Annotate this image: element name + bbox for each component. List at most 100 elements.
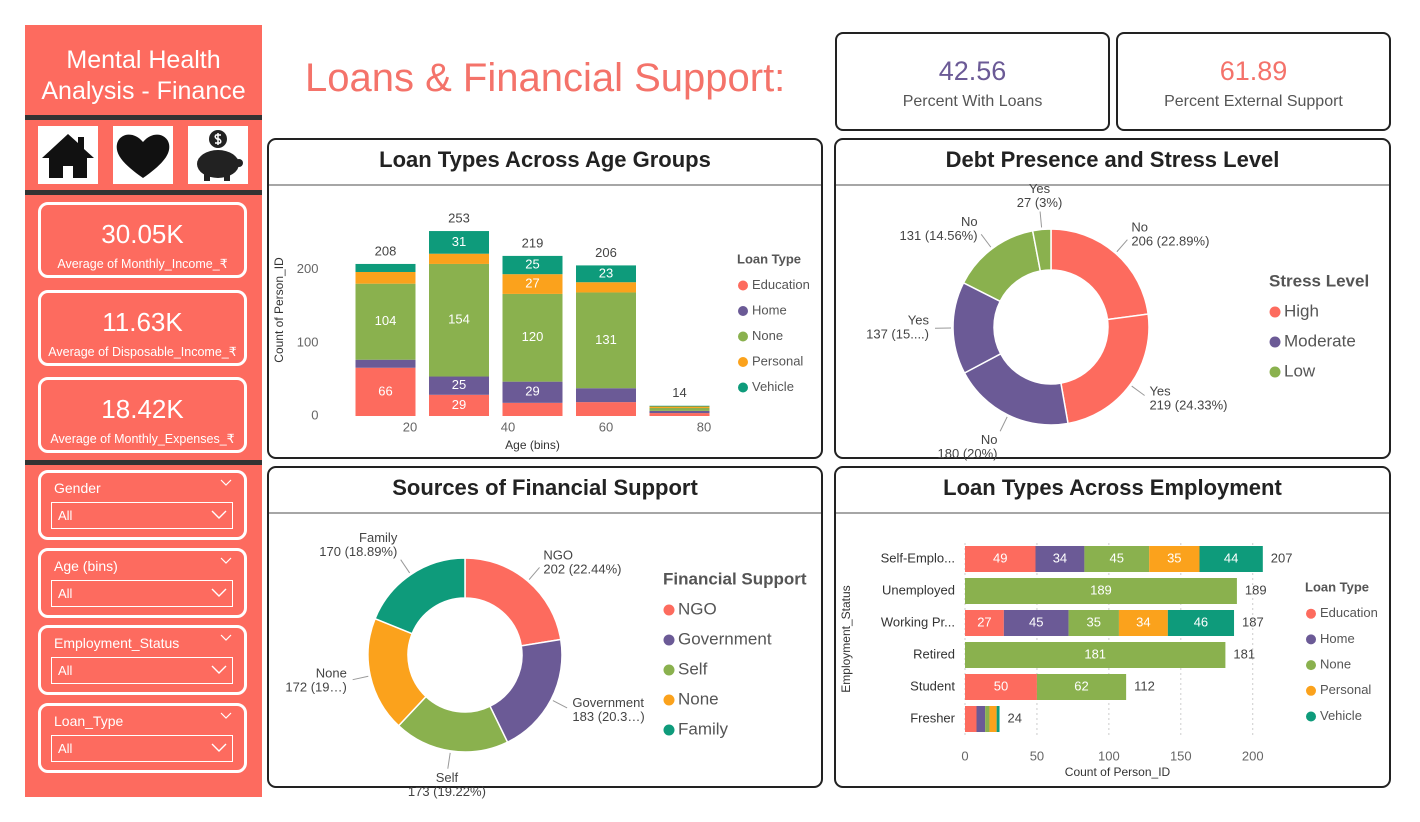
- leader-line: [552, 700, 568, 709]
- slice-label: 137 (15....): [866, 327, 929, 342]
- x-axis-title: Count of Person_ID: [1065, 765, 1171, 779]
- bar-segment: [1199, 546, 1263, 572]
- legend-swatch: [738, 280, 748, 291]
- dropdown[interactable]: All: [51, 657, 233, 684]
- legend-swatch: [663, 604, 675, 616]
- x-tick-label: 200: [1242, 748, 1264, 763]
- filter-label: Age (bins): [54, 558, 118, 574]
- dropdown[interactable]: All: [51, 502, 233, 529]
- page-title: Loans & Financial Support:: [305, 56, 786, 100]
- total-label: 253: [448, 210, 470, 225]
- legend-swatch: [1306, 634, 1316, 645]
- tile-label: Average of Monthly_Expenses_₹: [50, 432, 235, 446]
- bar-segment: [502, 293, 563, 382]
- bar-segment: [1167, 610, 1235, 636]
- heart-icon[interactable]: [113, 126, 173, 184]
- y-tick-label: Working Pr...: [881, 614, 955, 629]
- bar-segment: [649, 406, 710, 408]
- legend-label: Self: [678, 659, 708, 678]
- heart-glyph: [116, 134, 170, 178]
- donut-slice: [1031, 228, 1052, 272]
- bar-segment: [576, 388, 636, 403]
- separator: [25, 190, 262, 195]
- bar-segment: [649, 407, 710, 411]
- data-label: 131: [595, 332, 617, 347]
- home-icon[interactable]: [38, 126, 98, 184]
- dropdown-chevron: [211, 510, 227, 519]
- y-tick-label: Student: [910, 678, 955, 693]
- x-tick-label: 50: [1030, 748, 1044, 763]
- collapse-chevron[interactable]: [220, 712, 232, 720]
- sidebar-title: Mental Health Analysis - Finance: [41, 46, 246, 105]
- x-tick-label: 40: [501, 419, 515, 434]
- data-label: 46: [1194, 614, 1208, 629]
- slice-label: 173 (19.22%): [408, 784, 486, 799]
- tile-value: 30.05K: [101, 219, 184, 249]
- filter-label: Employment_Status: [54, 635, 180, 651]
- legend-title: Loan Type: [1305, 579, 1369, 594]
- leader-line: [1039, 211, 1043, 228]
- tile-label: Average of Disposable_Income_₹: [48, 345, 237, 359]
- bar-segment: [976, 706, 986, 732]
- piggy-icon[interactable]: [188, 126, 248, 184]
- legend-swatch: [1306, 711, 1316, 722]
- legend-label: Government: [678, 629, 772, 648]
- collapse-chevron[interactable]: [220, 634, 232, 642]
- collapse-chevron[interactable]: [220, 557, 232, 565]
- total-label: 207: [1271, 550, 1293, 565]
- bar-segment: [502, 381, 563, 403]
- slice-category: No: [981, 432, 998, 447]
- slice-label: 202 (22.44%): [543, 561, 621, 576]
- legend-label: Vehicle: [752, 379, 794, 394]
- bar-segment: [1068, 610, 1119, 636]
- legend-swatch: [663, 664, 675, 676]
- legend-label: None: [1320, 657, 1351, 672]
- chart-title: Loan Types Across Employment: [943, 475, 1282, 500]
- slice-label: 219 (24.33%): [1149, 397, 1227, 412]
- filter: Age (bins) All: [38, 548, 247, 618]
- separator: [25, 115, 262, 120]
- y-tick-label: Self-Emplo...: [881, 550, 955, 565]
- legend-swatch: [738, 382, 748, 393]
- chart-title: Loan Types Across Age Groups: [379, 147, 711, 172]
- total-label: 24: [1008, 710, 1022, 725]
- data-label: 23: [599, 265, 613, 280]
- slice-category: Yes: [1149, 383, 1171, 398]
- x-tick-label: 80: [697, 419, 711, 434]
- data-label: 29: [525, 384, 539, 399]
- bar-segment: [1035, 546, 1085, 572]
- data-label: 34: [1053, 550, 1067, 565]
- legend-title: Stress Level: [1269, 271, 1369, 290]
- bar-segment: [1003, 610, 1069, 636]
- bar-segment: [996, 706, 1000, 732]
- bar-segment: [502, 274, 563, 294]
- data-label: 44: [1224, 550, 1238, 565]
- sidebar: Mental Health Analysis - Finance 30.05K …: [25, 25, 262, 797]
- legend-label: None: [678, 689, 719, 708]
- slice-label: 206 (22.89%): [1131, 234, 1209, 249]
- kpi-card: 42.56 Percent With Loans: [835, 32, 1110, 131]
- data-label: 25: [525, 256, 539, 271]
- legend-label: None: [752, 328, 783, 343]
- legend-label: Home: [1320, 631, 1355, 646]
- legend-swatch: [1306, 660, 1316, 671]
- legend-title: Financial Support: [663, 569, 807, 588]
- slice-label: 27 (3%): [1017, 195, 1063, 210]
- total-label: 189: [1245, 582, 1267, 597]
- bar-segment: [355, 367, 416, 416]
- bar-segment: [965, 610, 1004, 636]
- collapse-chevron[interactable]: [220, 479, 232, 487]
- total-label: 187: [1242, 614, 1264, 629]
- bar-segment: [502, 255, 563, 275]
- dropdown[interactable]: All: [51, 580, 233, 607]
- chart-title: Sources of Financial Support: [392, 475, 698, 500]
- data-label: 154: [448, 312, 470, 327]
- dropdown[interactable]: All: [51, 735, 233, 762]
- legend-label: Home: [752, 302, 787, 317]
- slice-category: Government: [572, 695, 644, 710]
- legend-swatch: [663, 694, 675, 706]
- y-axis-title: Employment_Status: [839, 585, 853, 692]
- slice-category: Self: [436, 770, 459, 785]
- bar-segment: [355, 359, 416, 368]
